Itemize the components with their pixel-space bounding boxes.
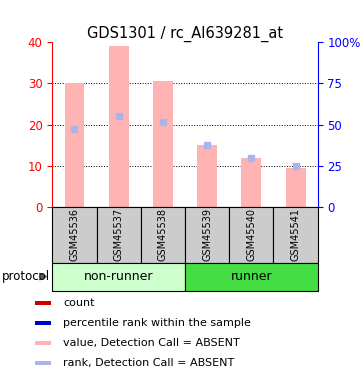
Title: GDS1301 / rc_AI639281_at: GDS1301 / rc_AI639281_at <box>87 26 283 42</box>
Text: percentile rank within the sample: percentile rank within the sample <box>63 318 251 328</box>
Text: GSM45538: GSM45538 <box>158 208 168 261</box>
Text: GSM45536: GSM45536 <box>69 208 79 261</box>
Bar <box>35 300 51 305</box>
Bar <box>109 46 129 207</box>
Text: rank, Detection Call = ABSENT: rank, Detection Call = ABSENT <box>63 358 234 368</box>
Text: GSM45541: GSM45541 <box>291 208 301 261</box>
Text: GSM45540: GSM45540 <box>246 208 256 261</box>
Bar <box>35 361 51 365</box>
Text: count: count <box>63 298 95 308</box>
Bar <box>52 207 97 262</box>
Bar <box>229 207 274 262</box>
Bar <box>185 207 229 262</box>
Bar <box>274 207 318 262</box>
Bar <box>141 207 185 262</box>
Bar <box>185 262 318 291</box>
Text: runner: runner <box>231 270 272 283</box>
Text: protocol: protocol <box>2 270 50 283</box>
Bar <box>97 207 141 262</box>
Bar <box>153 81 173 207</box>
Bar <box>35 341 51 345</box>
Text: value, Detection Call = ABSENT: value, Detection Call = ABSENT <box>63 338 240 348</box>
Bar <box>52 262 185 291</box>
Bar <box>242 158 261 207</box>
Text: non-runner: non-runner <box>84 270 153 283</box>
Bar <box>286 168 305 207</box>
Text: GSM45539: GSM45539 <box>202 208 212 261</box>
Bar <box>197 145 217 207</box>
Bar <box>35 321 51 325</box>
Text: GSM45537: GSM45537 <box>114 208 124 261</box>
Bar <box>65 83 84 207</box>
